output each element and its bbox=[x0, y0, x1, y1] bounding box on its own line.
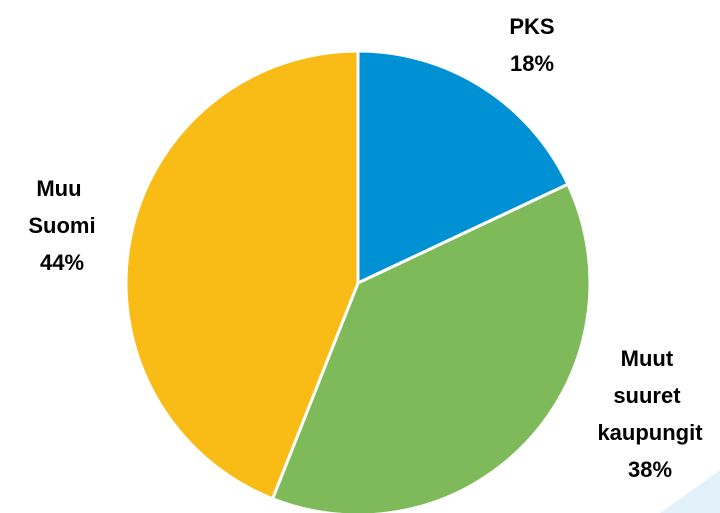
pie-slice bbox=[356, 49, 570, 286]
pie-slice bbox=[124, 49, 360, 501]
slice-label-line: kaupungit bbox=[597, 420, 703, 445]
slice-label-line: suuret bbox=[613, 383, 686, 408]
value-label: 38% bbox=[628, 457, 672, 482]
pie-slice bbox=[270, 182, 592, 513]
value-label: 44% bbox=[40, 250, 84, 275]
slice-label-line: Muut bbox=[621, 346, 680, 371]
slice-label-line: Muu bbox=[36, 176, 87, 201]
decoration bbox=[660, 470, 720, 513]
slice-label-line: PKS bbox=[509, 14, 554, 39]
slice-label-line: Suomi bbox=[28, 213, 95, 238]
slice-label: Muu Suomi bbox=[28, 176, 95, 238]
slice-label: Muut suuret kaupungit bbox=[597, 346, 703, 445]
slice-label: PKS bbox=[509, 14, 554, 39]
value-label: 18% bbox=[510, 51, 554, 76]
